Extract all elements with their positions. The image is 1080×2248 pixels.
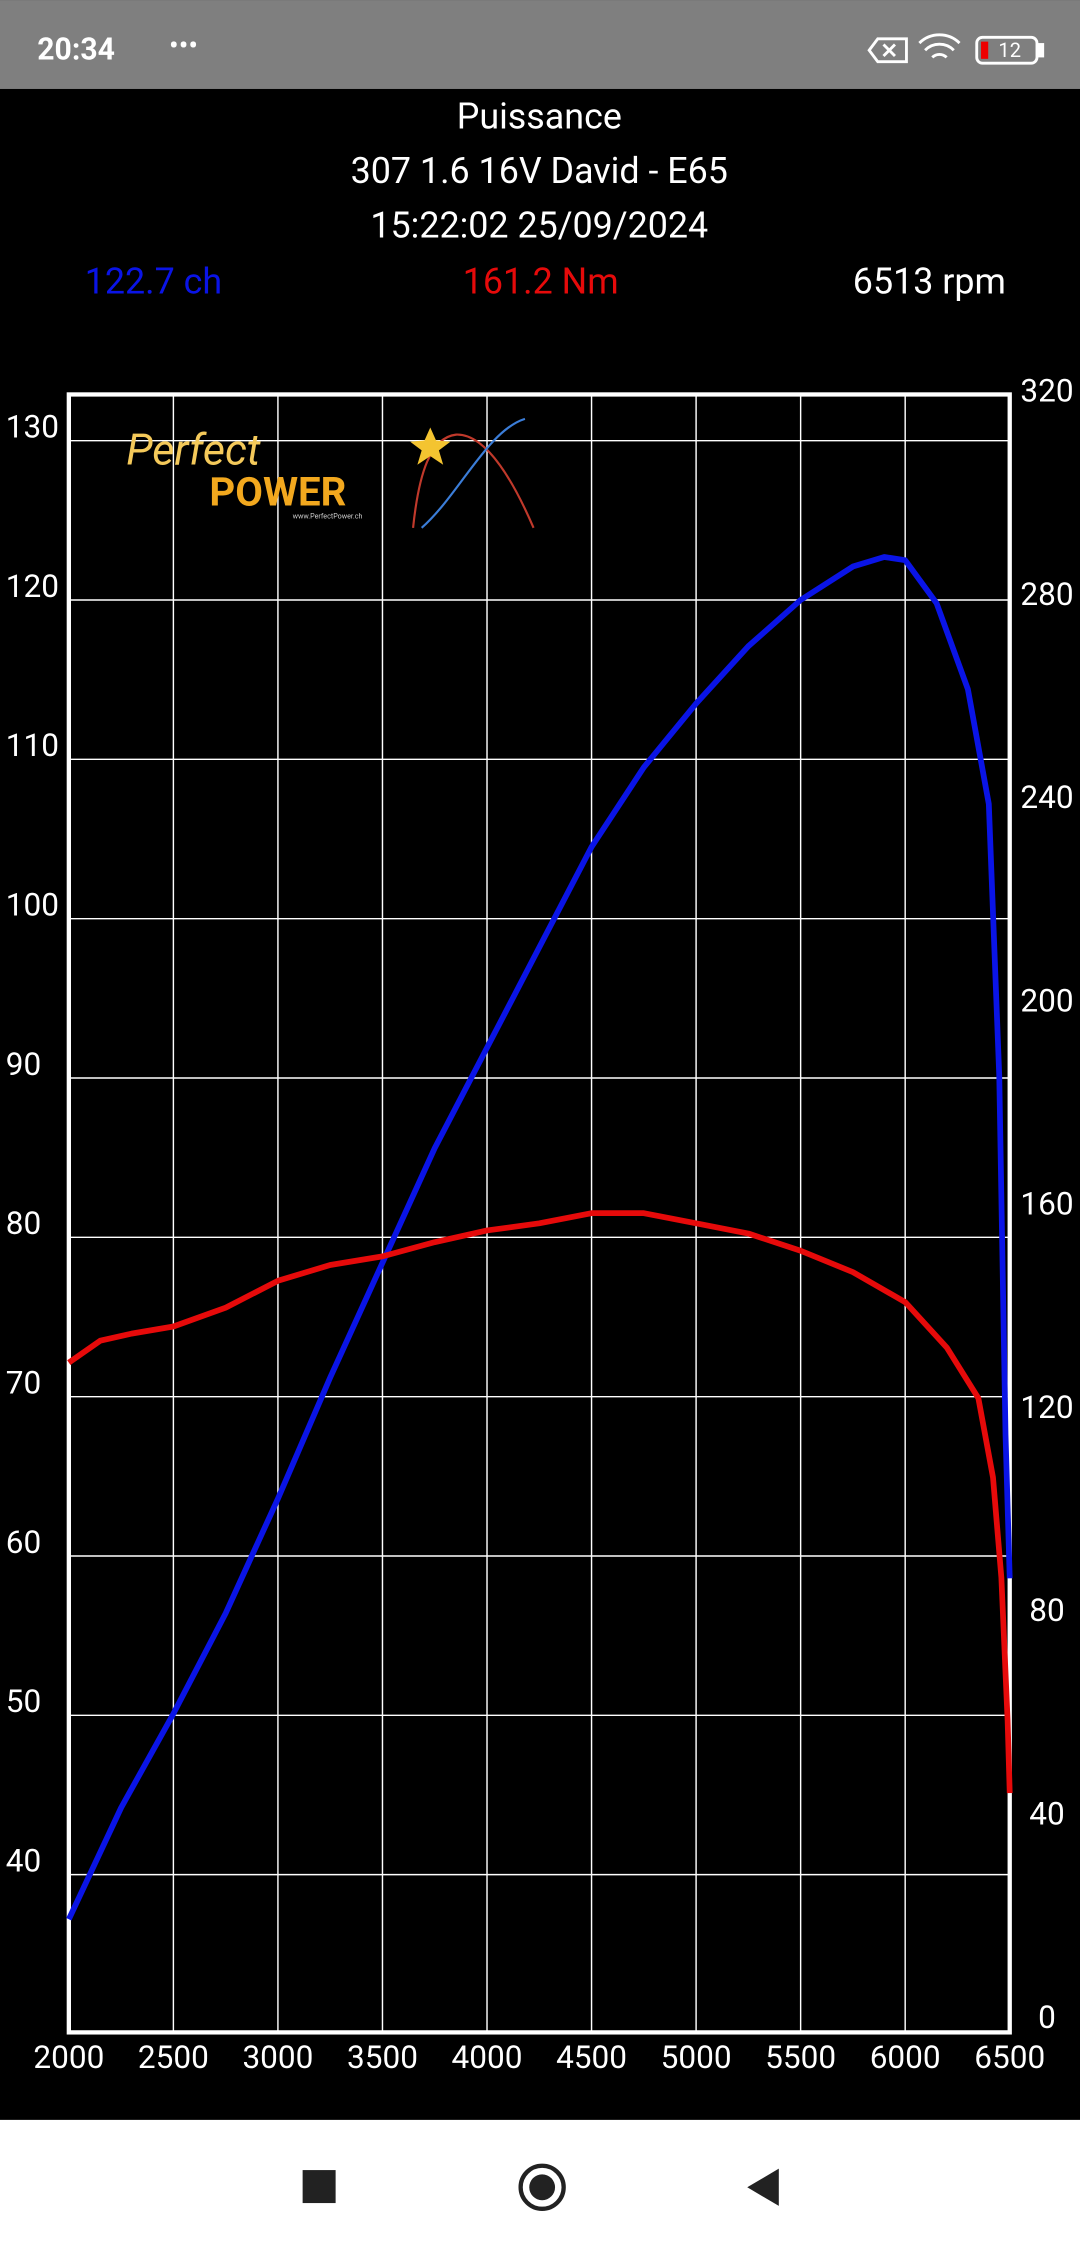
series-line (66, 554, 1013, 1921)
x-tick-label: 2000 (33, 2039, 104, 2076)
status-icons (867, 33, 1045, 65)
x-tick-label: 6500 (974, 2039, 1045, 2076)
x-tick-label: 5500 (765, 2039, 836, 2076)
y-tick-label: 100 (6, 887, 59, 924)
more-icon: ••• (169, 29, 198, 63)
clock: 20:34 (37, 33, 115, 68)
title: Puissance (457, 96, 622, 138)
series-line (67, 1210, 1013, 1794)
home-button-dot (529, 2174, 556, 2201)
torque-readout: 161.2 Nm (463, 260, 619, 302)
y-tick-label: 70 (6, 1365, 41, 1402)
y-tick-label: 130 (6, 409, 59, 446)
y-tick-label: 120 (6, 568, 59, 605)
x-tick-label: 2500 (138, 2039, 209, 2076)
logo-text: POWER (209, 468, 346, 515)
battery-level: 12 (998, 38, 1021, 62)
y2-tick-label: 320 (1020, 373, 1073, 410)
y2-tick-label: 160 (1020, 1186, 1073, 1223)
x-tick-label: 4000 (452, 2039, 523, 2076)
plot-frame (66, 392, 1012, 2035)
x-tick-label: 6000 (870, 2039, 941, 2076)
logo-text: Perfect (126, 425, 261, 476)
y-tick-label: 50 (6, 1683, 41, 1720)
y-tick-label: 90 (6, 1046, 41, 1083)
y2-tick-label: 120 (1020, 1389, 1073, 1426)
logo-url: www.PerfectPower.ch (293, 511, 363, 520)
x-tick-label: 3500 (347, 2039, 418, 2076)
x-tick-label: 5000 (661, 2039, 732, 2076)
logo: Perfect POWER www.PerfectPower.ch (126, 417, 535, 529)
home-button[interactable] (518, 2163, 566, 2211)
recents-button[interactable] (302, 2170, 336, 2204)
status-bar (0, 0, 1080, 89)
x-tick-label: 4500 (556, 2039, 627, 2076)
y2-tick-label: 200 (1020, 982, 1073, 1019)
back-button[interactable] (747, 2168, 779, 2206)
y2-tick-label: 40 (1029, 1796, 1064, 1833)
y2-tick-label: 0 (1038, 1999, 1056, 2036)
rpm-readout: 6513 rpm (853, 260, 1006, 302)
y2-tick-label: 280 (1020, 576, 1073, 613)
y-tick-label: 60 (6, 1524, 41, 1561)
y-tick-label: 110 (6, 727, 59, 764)
x-tick-label: 3000 (242, 2039, 313, 2076)
y-tick-label: 80 (6, 1205, 41, 1242)
power-readout: 122.7 ch (85, 260, 222, 302)
timestamp: 15:22:02 25/09/2024 (370, 205, 708, 247)
y2-tick-label: 240 (1020, 779, 1073, 816)
subtitle: 307 1.6 16V David - E65 (351, 150, 728, 192)
y2-tick-label: 80 (1029, 1592, 1064, 1629)
y-tick-label: 40 (6, 1843, 41, 1880)
